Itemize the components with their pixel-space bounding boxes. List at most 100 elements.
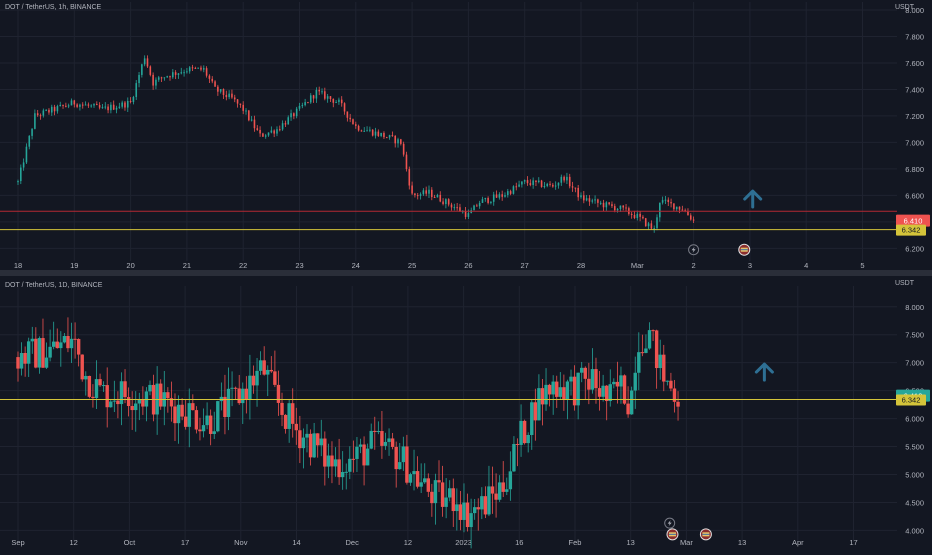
candle-body <box>373 430 377 432</box>
candle-body <box>70 100 73 106</box>
candle-body <box>509 191 512 194</box>
candle-body <box>394 446 398 470</box>
candle <box>552 182 554 188</box>
candle <box>222 88 225 99</box>
candle <box>245 108 247 115</box>
candle-body <box>30 338 34 342</box>
candle-body <box>87 375 92 397</box>
candle-body <box>523 180 526 182</box>
x-tick-label: Oct <box>124 538 137 547</box>
candle-body <box>208 415 213 434</box>
candle <box>560 174 563 186</box>
candle-body <box>551 381 555 395</box>
candle-body <box>425 190 427 194</box>
candle <box>689 213 692 221</box>
candle <box>476 203 478 207</box>
candle-body <box>490 486 495 494</box>
candle <box>304 98 306 107</box>
candle-body <box>146 58 149 67</box>
candle-body <box>689 215 692 220</box>
candle-body <box>549 183 551 185</box>
candle-body <box>472 507 477 514</box>
candle-body <box>388 135 391 138</box>
candle-body <box>444 497 448 507</box>
x-tick-label: 22 <box>239 261 247 270</box>
candle <box>262 346 266 376</box>
candle-body <box>28 135 31 147</box>
candle-body <box>394 135 397 144</box>
candle-body <box>19 352 24 369</box>
candle <box>212 411 216 440</box>
candle-body <box>604 385 609 402</box>
candle <box>258 351 263 376</box>
candle-body <box>433 196 436 198</box>
candle-body <box>337 459 341 478</box>
candle <box>39 113 42 120</box>
candle <box>174 70 177 80</box>
candle-body <box>276 384 281 403</box>
candle <box>487 196 489 205</box>
candle <box>495 190 498 198</box>
candle <box>149 65 152 77</box>
candle <box>197 67 199 69</box>
candle-body <box>276 129 278 134</box>
candle-body <box>583 195 585 201</box>
candle-body <box>280 402 284 415</box>
candle-body <box>402 143 405 155</box>
candle-body <box>352 119 354 125</box>
candle <box>371 129 374 137</box>
earnings-flag-icon[interactable] <box>666 528 679 541</box>
candle <box>388 134 391 140</box>
panel-divider[interactable] <box>0 270 932 276</box>
candle-body <box>98 105 101 108</box>
candle <box>109 399 113 408</box>
candle <box>522 419 527 445</box>
candle <box>605 201 608 211</box>
earnings-flag-icon[interactable] <box>738 243 751 256</box>
candle <box>137 392 142 421</box>
candle <box>523 179 526 185</box>
candle <box>45 109 47 112</box>
candle <box>186 68 188 74</box>
candle <box>521 181 523 188</box>
lightning-icon[interactable] <box>688 244 700 256</box>
earnings-flag-icon[interactable] <box>699 528 712 541</box>
daily-chart-panel: 4.0004.5005.0005.5006.0006.5007.0007.500… <box>0 280 930 549</box>
candle <box>96 101 98 106</box>
candle <box>647 322 652 350</box>
candle <box>349 113 351 123</box>
candle <box>515 182 518 191</box>
candle-body <box>84 375 88 380</box>
candle <box>543 181 546 189</box>
candle-body <box>369 129 371 131</box>
candle <box>444 478 448 519</box>
candle <box>597 371 602 411</box>
candle <box>440 465 445 517</box>
candle-body <box>529 183 532 185</box>
lightning-icon[interactable] <box>664 517 676 529</box>
candle-body <box>346 111 349 118</box>
candle <box>476 498 480 531</box>
candle-body <box>304 102 306 106</box>
candle-body <box>459 207 461 212</box>
candle-body <box>408 474 413 483</box>
candle <box>458 491 463 531</box>
candle-body <box>455 504 459 512</box>
candle <box>365 443 370 466</box>
candle <box>318 86 321 96</box>
x-tick-label: 13 <box>738 538 746 547</box>
x-tick-label: 23 <box>295 261 303 270</box>
candle-body <box>611 204 613 207</box>
candle <box>481 196 484 203</box>
candle <box>369 126 371 133</box>
candle-body <box>251 375 256 386</box>
candle <box>130 391 134 430</box>
candle-body <box>580 367 584 373</box>
candle-body <box>295 108 298 117</box>
candle <box>228 90 230 100</box>
candle <box>31 127 33 140</box>
candle <box>143 55 146 67</box>
candle-body <box>569 376 573 382</box>
candle <box>608 369 612 407</box>
